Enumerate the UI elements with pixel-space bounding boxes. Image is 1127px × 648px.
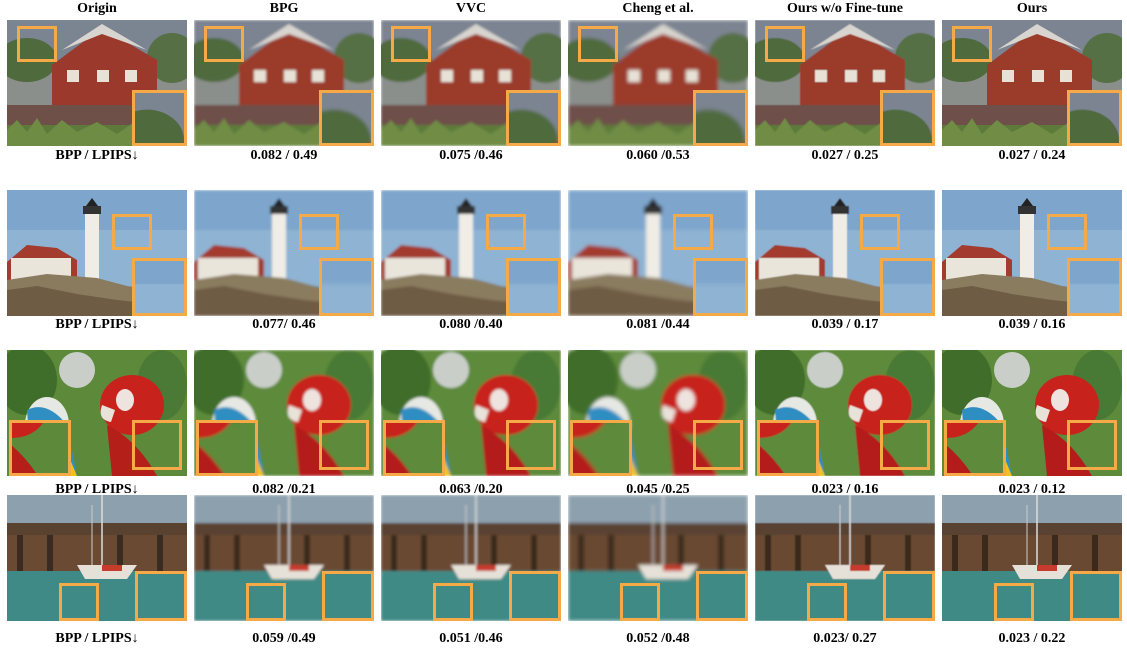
bpp-lpips-value: 0.039 / 0.16: [998, 317, 1066, 332]
metric-legend-label: BPP / LPIPS↓: [55, 148, 139, 163]
metric-legend-label: BPP / LPIPS↓: [55, 317, 139, 332]
bpp-lpips-value: 0.023 / 0.12: [998, 482, 1066, 497]
bpp-lpips-value: 0.052 /0.48: [626, 631, 690, 646]
bpp-lpips-value: 0.023/ 0.27: [813, 631, 877, 646]
zoom-region-box: [1067, 420, 1117, 470]
zoomed-patch: [319, 258, 374, 316]
red-barn-image: [942, 20, 1122, 146]
zoomed-patch: [322, 571, 374, 621]
bpp-lpips-value: 0.027 / 0.24: [998, 148, 1066, 163]
zoomed-patch: [506, 90, 561, 146]
zoomed-patch: [1067, 258, 1122, 316]
bpp-lpips-value: 0.023 / 0.22: [998, 631, 1066, 646]
zoomed-patch: [1067, 90, 1122, 146]
zoom-region-box: [319, 420, 369, 470]
red-barn-image: [568, 20, 748, 146]
zoomed-patch: [693, 258, 748, 316]
zoom-region-box: [693, 420, 743, 470]
zoom-region-box: [994, 583, 1034, 621]
bpp-lpips-value: 0.081 /0.44: [626, 317, 690, 332]
metric-legend-label: BPP / LPIPS↓: [55, 631, 139, 646]
zoomed-patch: [506, 258, 561, 316]
zoom-region-box: [299, 214, 339, 250]
zoomed-patch: [696, 571, 748, 621]
zoom-region-box: [952, 26, 992, 62]
bpp-lpips-value: 0.082 /0.21: [252, 482, 316, 497]
zoom-region-box: [860, 214, 900, 250]
zoomed-patch: [757, 420, 819, 476]
bpp-lpips-value: 0.075 /0.46: [439, 148, 503, 163]
bpp-lpips-value: 0.060 /0.53: [626, 148, 690, 163]
zoomed-patch: [132, 90, 187, 146]
column-header: Ours w/o Fine-tune: [787, 1, 903, 16]
zoom-region-box: [112, 214, 152, 250]
zoom-region-box: [673, 214, 713, 250]
zoomed-patch: [9, 420, 71, 476]
bpp-lpips-value: 0.080 /0.40: [439, 317, 503, 332]
zoom-region-box: [17, 26, 57, 62]
zoom-region-box: [204, 26, 244, 62]
zoomed-patch: [880, 258, 935, 316]
zoomed-patch: [383, 420, 445, 476]
bpp-lpips-value: 0.082 / 0.49: [250, 148, 318, 163]
column-header: VVC: [455, 1, 487, 16]
zoomed-patch: [570, 420, 632, 476]
bpp-lpips-value: 0.059 /0.49: [252, 631, 316, 646]
column-header: Ours: [1016, 1, 1048, 16]
zoomed-patch: [509, 571, 561, 621]
zoom-region-box: [620, 583, 660, 621]
zoom-region-box: [765, 26, 805, 62]
bpp-lpips-value: 0.063 /0.20: [439, 482, 503, 497]
zoom-region-box: [59, 583, 99, 621]
bpp-lpips-value: 0.027 / 0.25: [811, 148, 879, 163]
zoom-region-box: [132, 420, 182, 470]
zoomed-patch: [880, 90, 935, 146]
pier-boat-image: [7, 495, 187, 621]
column-header: Cheng et al.: [622, 1, 694, 16]
column-header: Origin: [77, 1, 117, 16]
bpp-lpips-value: 0.051 /0.46: [439, 631, 503, 646]
zoom-region-box: [391, 26, 431, 62]
zoom-region-box: [246, 583, 286, 621]
zoomed-patch: [135, 571, 187, 621]
zoom-region-box: [880, 420, 930, 470]
column-header: BPG: [269, 1, 299, 16]
zoom-region-box: [807, 583, 847, 621]
bpp-lpips-value: 0.023 / 0.16: [811, 482, 879, 497]
zoomed-patch: [132, 258, 187, 316]
metric-legend-label: BPP / LPIPS↓: [55, 482, 139, 497]
zoomed-patch: [944, 420, 1006, 476]
zoomed-patch: [883, 571, 935, 621]
zoom-region-box: [486, 214, 526, 250]
zoomed-patch: [1070, 571, 1122, 621]
zoomed-patch: [693, 90, 748, 146]
zoom-region-box: [433, 583, 473, 621]
bpp-lpips-value: 0.039 / 0.17: [811, 317, 879, 332]
bpp-lpips-value: 0.045 /0.25: [626, 482, 690, 497]
zoom-region-box: [1047, 214, 1087, 250]
bpp-lpips-value: 0.077/ 0.46: [252, 317, 316, 332]
zoom-region-box: [578, 26, 618, 62]
zoomed-patch: [319, 90, 374, 146]
zoomed-patch: [196, 420, 258, 476]
pier-boat-image: [755, 495, 935, 621]
zoom-region-box: [506, 420, 556, 470]
